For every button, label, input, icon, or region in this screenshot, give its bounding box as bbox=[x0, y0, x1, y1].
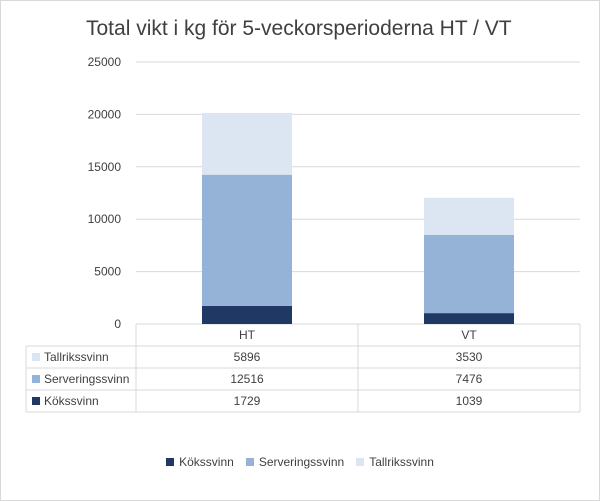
legend-item: Serveringssvinn bbox=[245, 455, 345, 469]
data-label: 12516 bbox=[230, 372, 264, 386]
legend-item: Tallrikssvinn bbox=[356, 455, 434, 469]
legend-swatch bbox=[245, 458, 254, 466]
y-tick-label: 5000 bbox=[94, 265, 121, 279]
legend-swatch bbox=[166, 458, 175, 466]
category-label: VT bbox=[461, 328, 477, 342]
table-series-label: Kökssvinn bbox=[44, 394, 99, 408]
legend-item: Kökssvinn bbox=[166, 455, 234, 469]
data-label: 1729 bbox=[234, 394, 261, 408]
bar-segment-vt-3 bbox=[424, 197, 514, 235]
data-label: 3530 bbox=[456, 350, 483, 364]
bar-segment-ht-3 bbox=[202, 112, 292, 175]
y-tick-label: 15000 bbox=[88, 160, 122, 174]
y-tick-label: 0 bbox=[114, 317, 121, 331]
y-tick-label: 20000 bbox=[88, 107, 122, 121]
table-series-label: Serveringssvinn bbox=[44, 372, 129, 386]
data-label: 1039 bbox=[456, 394, 483, 408]
table-legend-swatch bbox=[32, 375, 40, 383]
bar-segment-vt-2 bbox=[424, 234, 514, 314]
bar-segment-vt-1 bbox=[424, 313, 514, 324]
table-legend-swatch bbox=[32, 353, 40, 361]
y-tick-label: 25000 bbox=[88, 55, 122, 69]
legend-label: Tallrikssvinn bbox=[369, 455, 434, 469]
chart-title: Total vikt i kg för 5-veckorsperioderna … bbox=[86, 17, 512, 40]
legend-label: Kökssvinn bbox=[179, 455, 234, 469]
y-tick-label: 10000 bbox=[88, 212, 122, 226]
data-label: 5896 bbox=[234, 350, 261, 364]
data-label: 7476 bbox=[456, 372, 483, 386]
bar-segment-ht-1 bbox=[202, 305, 292, 324]
legend-label: Serveringssvinn bbox=[258, 455, 345, 469]
legend-swatch bbox=[356, 458, 365, 466]
table-legend-swatch bbox=[32, 397, 40, 405]
table-series-label: Tallrikssvinn bbox=[44, 350, 109, 364]
category-label: HT bbox=[239, 328, 256, 342]
bar-segment-ht-2 bbox=[202, 174, 292, 306]
chart-legend: Kökssvinn Serveringssvinn Tallrikssvinn bbox=[0, 455, 600, 469]
